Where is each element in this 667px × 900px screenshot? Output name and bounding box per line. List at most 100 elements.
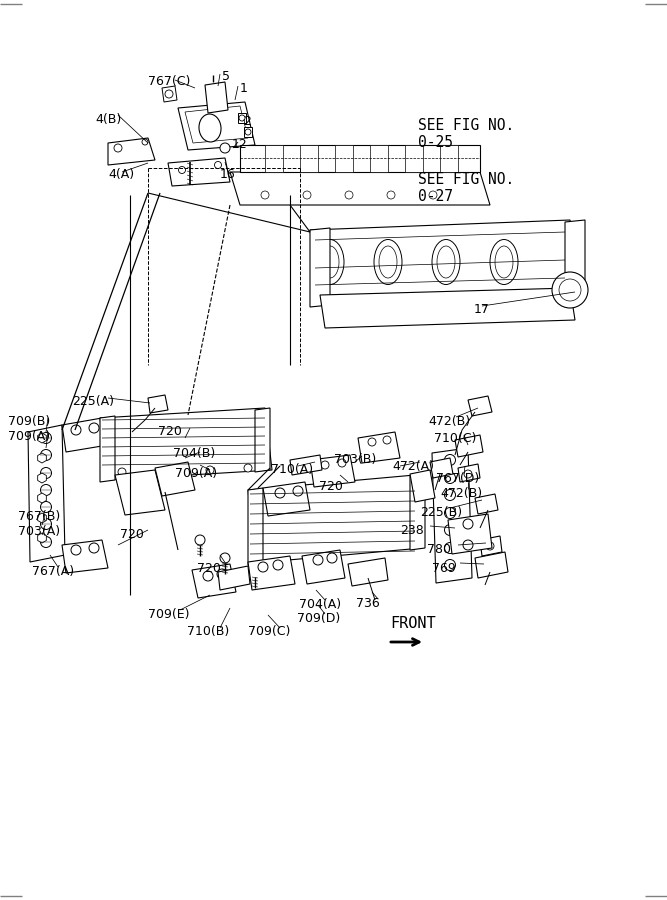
Circle shape xyxy=(220,143,230,153)
Polygon shape xyxy=(300,145,318,172)
Text: 720: 720 xyxy=(120,528,144,541)
Circle shape xyxy=(164,470,172,478)
Text: 225(B): 225(B) xyxy=(420,506,462,519)
Text: FRONT: FRONT xyxy=(390,616,436,631)
Text: 703(B): 703(B) xyxy=(334,453,376,466)
Text: 4(B): 4(B) xyxy=(95,113,121,126)
Polygon shape xyxy=(37,453,46,463)
Circle shape xyxy=(444,560,456,571)
Polygon shape xyxy=(115,470,165,515)
Text: 720: 720 xyxy=(158,425,182,438)
Polygon shape xyxy=(100,408,272,480)
Circle shape xyxy=(195,535,205,545)
Circle shape xyxy=(444,454,456,465)
Circle shape xyxy=(463,540,473,550)
Text: 704(A): 704(A) xyxy=(299,598,341,611)
Circle shape xyxy=(215,161,221,168)
Text: 767(A): 767(A) xyxy=(32,565,74,578)
Circle shape xyxy=(165,90,173,98)
Ellipse shape xyxy=(495,246,513,278)
Polygon shape xyxy=(230,172,490,205)
Circle shape xyxy=(559,279,581,301)
Polygon shape xyxy=(37,433,46,443)
Polygon shape xyxy=(265,145,283,172)
Polygon shape xyxy=(448,514,492,554)
Polygon shape xyxy=(185,106,248,143)
Circle shape xyxy=(118,468,126,476)
Polygon shape xyxy=(168,158,230,186)
Text: 0-27: 0-27 xyxy=(418,189,453,204)
Polygon shape xyxy=(244,127,252,137)
Polygon shape xyxy=(100,416,115,482)
Circle shape xyxy=(303,191,311,199)
Circle shape xyxy=(383,436,391,444)
Circle shape xyxy=(41,449,51,461)
Polygon shape xyxy=(248,475,422,563)
Text: 16: 16 xyxy=(220,168,235,181)
Circle shape xyxy=(486,542,494,550)
Polygon shape xyxy=(430,458,453,478)
Circle shape xyxy=(206,466,214,474)
Ellipse shape xyxy=(490,239,518,284)
Text: 767(B): 767(B) xyxy=(18,510,60,523)
Polygon shape xyxy=(37,513,46,523)
Polygon shape xyxy=(405,145,423,172)
Text: 1: 1 xyxy=(240,82,248,95)
Text: 0-25: 0-25 xyxy=(418,135,453,150)
Polygon shape xyxy=(310,228,330,307)
Text: 703(A): 703(A) xyxy=(18,525,60,538)
Polygon shape xyxy=(62,418,108,452)
Polygon shape xyxy=(468,396,492,416)
Polygon shape xyxy=(28,425,65,562)
Polygon shape xyxy=(37,533,46,543)
Polygon shape xyxy=(310,220,580,305)
Circle shape xyxy=(258,562,268,572)
Polygon shape xyxy=(148,395,168,413)
Polygon shape xyxy=(458,464,480,482)
Polygon shape xyxy=(238,113,246,123)
Text: 709(A): 709(A) xyxy=(175,467,217,480)
Ellipse shape xyxy=(379,246,397,278)
Circle shape xyxy=(293,486,303,496)
Circle shape xyxy=(444,490,456,500)
Polygon shape xyxy=(290,455,322,475)
Polygon shape xyxy=(440,145,458,172)
Circle shape xyxy=(552,272,588,308)
Circle shape xyxy=(71,545,81,555)
Text: 736: 736 xyxy=(356,597,380,610)
Text: 709(D): 709(D) xyxy=(297,612,340,625)
Circle shape xyxy=(444,472,456,483)
Text: 704(B): 704(B) xyxy=(173,447,215,460)
Circle shape xyxy=(250,567,260,577)
Text: 238: 238 xyxy=(400,524,424,537)
Circle shape xyxy=(313,555,323,565)
Circle shape xyxy=(142,139,148,145)
Circle shape xyxy=(463,519,473,529)
Polygon shape xyxy=(410,474,425,550)
Ellipse shape xyxy=(316,239,344,284)
Circle shape xyxy=(327,553,337,563)
Polygon shape xyxy=(475,494,498,514)
Polygon shape xyxy=(192,564,236,598)
Circle shape xyxy=(321,461,329,469)
Circle shape xyxy=(114,144,122,152)
Circle shape xyxy=(345,191,353,199)
Circle shape xyxy=(239,115,245,121)
Text: 710(A): 710(A) xyxy=(271,463,313,476)
Polygon shape xyxy=(205,82,228,113)
Text: 225(A): 225(A) xyxy=(72,395,114,408)
Polygon shape xyxy=(565,220,585,295)
Polygon shape xyxy=(62,540,108,573)
Polygon shape xyxy=(248,488,263,565)
Text: 12: 12 xyxy=(232,138,247,151)
Text: 710(B): 710(B) xyxy=(187,625,229,638)
Text: SEE FIG NO.: SEE FIG NO. xyxy=(418,172,514,187)
Circle shape xyxy=(245,129,251,135)
Text: 5: 5 xyxy=(222,70,230,83)
Polygon shape xyxy=(310,455,355,487)
Text: 767(C): 767(C) xyxy=(148,75,190,88)
Text: 17: 17 xyxy=(474,303,490,316)
Circle shape xyxy=(41,484,51,496)
Text: 710(C): 710(C) xyxy=(434,432,476,445)
Ellipse shape xyxy=(432,239,460,284)
